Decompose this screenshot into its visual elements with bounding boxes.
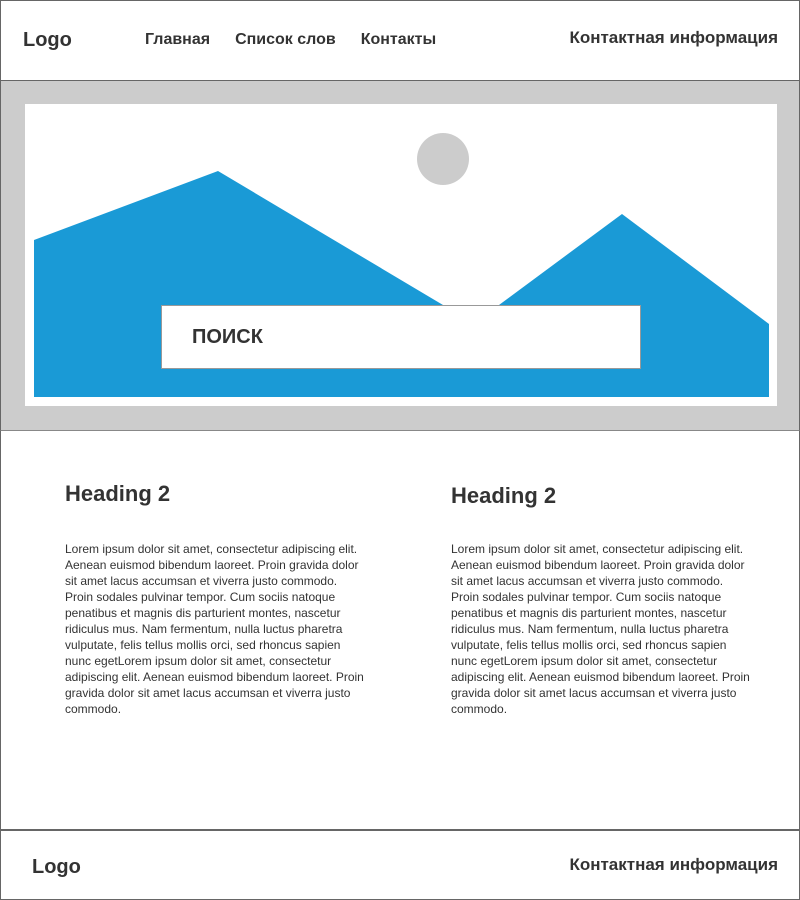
site-footer: Logo Контактная информация: [0, 829, 800, 900]
nav-item-contacts[interactable]: Контакты: [360, 31, 437, 48]
footer-contact-info[interactable]: Контактная информация: [569, 855, 778, 874]
hero-section: ПОИСК: [0, 81, 800, 431]
column-heading: Heading 2: [65, 481, 171, 506]
nav-item-word-list[interactable]: Список слов: [235, 31, 336, 48]
sun-circle: [417, 133, 469, 185]
content-column-left: Heading 2 Lorem ipsum dolor sit amet, co…: [65, 481, 365, 717]
column-heading: Heading 2: [451, 483, 557, 508]
column-text: Lorem ipsum dolor sit amet, consectetur …: [451, 542, 750, 716]
header-contact-info[interactable]: Контактная информация: [569, 28, 778, 47]
content-column-right: Heading 2 Lorem ipsum dolor sit amet, co…: [451, 483, 751, 717]
content-section: Heading 2 Lorem ipsum dolor sit amet, co…: [0, 431, 800, 830]
main-nav: Главная Список слов Контакты: [145, 31, 436, 49]
footer-logo[interactable]: Logo: [32, 856, 81, 878]
search-input[interactable]: ПОИСК: [161, 305, 641, 369]
header-logo[interactable]: Logo: [23, 29, 72, 51]
site-header: Logo Главная Список слов Контакты Контак…: [0, 0, 800, 81]
hero-image-frame: ПОИСК: [25, 104, 777, 406]
nav-item-home[interactable]: Главная: [145, 31, 211, 48]
column-text: Lorem ipsum dolor sit amet, consectetur …: [65, 542, 364, 716]
